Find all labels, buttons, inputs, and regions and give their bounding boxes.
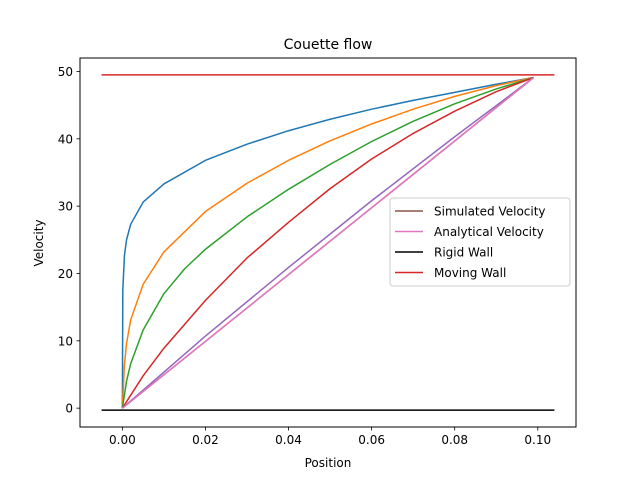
chart-title: Couette flow (284, 37, 373, 53)
legend-label-analytical-velocity: Analytical Velocity (434, 225, 544, 239)
x-axis-ticks: 0.00 0.02 0.04 0.06 0.08 0.10 (109, 427, 551, 447)
legend-label-rigid-wall: Rigid Wall (434, 246, 493, 260)
x-tick-label: 0.02 (192, 433, 219, 447)
y-tick-label: 0 (65, 402, 73, 416)
x-tick-label: 0.06 (358, 433, 385, 447)
x-tick-label: 0.08 (441, 433, 468, 447)
legend-label-simulated-velocity: Simulated Velocity (434, 205, 546, 219)
y-tick-label: 40 (58, 132, 73, 146)
series-line-analytical-velocity (121, 76, 535, 409)
x-tick-label: 0.04 (275, 433, 302, 447)
y-axis-ticks: 0 10 20 30 40 50 (58, 65, 80, 416)
series-line-profile-4 (121, 76, 534, 409)
plot-area (79, 57, 577, 428)
series-line-profile-5 (121, 76, 535, 409)
series-line-profile-3 (121, 76, 534, 409)
legend-label-moving-wall: Moving Wall (434, 266, 506, 280)
y-tick-label: 10 (58, 334, 73, 348)
series-line-profile-1 (121, 76, 534, 409)
axes-frame (79, 57, 577, 428)
y-tick-label: 30 (58, 200, 73, 214)
x-tick-label: 0.00 (109, 433, 136, 447)
y-tick-label: 20 (58, 267, 73, 281)
y-axis-label: Velocity (32, 219, 46, 266)
series-layer (101, 74, 555, 411)
y-tick-label: 50 (58, 65, 73, 79)
series-line-profile-2 (121, 76, 534, 409)
x-tick-label: 0.10 (524, 433, 551, 447)
legend: Simulated Velocity Analytical Velocity Rig… (389, 197, 571, 287)
legend-box (389, 197, 571, 287)
x-axis-label: Position (305, 456, 352, 470)
